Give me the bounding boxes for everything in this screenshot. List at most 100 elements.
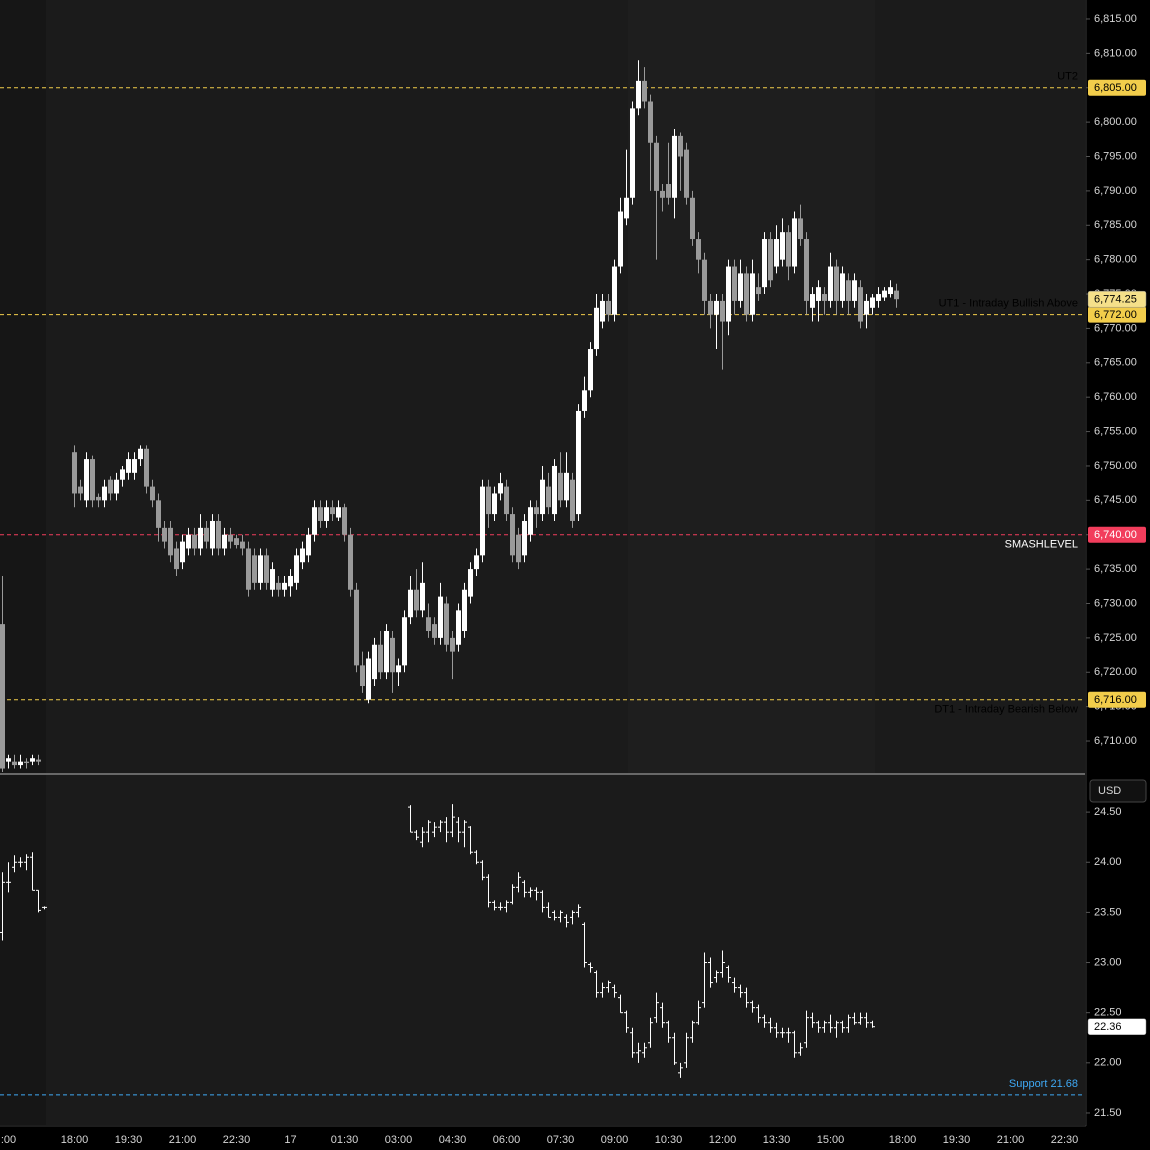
x-tick-label: 18:00 — [61, 1134, 89, 1146]
x-tick-label: 03:00 — [385, 1134, 413, 1146]
candle-body — [342, 507, 347, 535]
candle-body — [396, 665, 401, 673]
x-tick-label: 01:30 — [331, 1134, 359, 1146]
candle-body — [606, 300, 611, 315]
candle-body — [774, 239, 779, 267]
candle-body — [756, 287, 761, 295]
session-shade — [0, 0, 46, 773]
candle-body — [102, 486, 107, 501]
y-tick-label: 6,785.00 — [1094, 219, 1137, 231]
candle-body — [330, 507, 335, 515]
level-price-tag-text: 6,716.00 — [1094, 694, 1137, 706]
candle-body — [636, 80, 641, 109]
candle-body — [240, 541, 245, 549]
candle-body — [156, 500, 161, 528]
last-price-text: 6,774.25 — [1094, 294, 1137, 306]
x-tick-label: 06:00 — [493, 1134, 521, 1146]
candle-body — [270, 569, 275, 590]
candle-body — [378, 644, 383, 673]
candle-body — [174, 548, 179, 570]
y-tick-label: 6,725.00 — [1094, 632, 1137, 644]
y-tick-label: 6,790.00 — [1094, 185, 1137, 197]
x-tick-label: 07:30 — [547, 1134, 575, 1146]
candle-body — [126, 459, 131, 473]
y-tick-label: 6,770.00 — [1094, 322, 1137, 334]
candle-body — [792, 218, 797, 267]
candle-body — [258, 555, 263, 583]
last-price-text: 22.36 — [1094, 1021, 1122, 1033]
y-tick-label: 6,795.00 — [1094, 150, 1137, 162]
candle-body — [750, 273, 755, 315]
y-tick-label: 6,750.00 — [1094, 460, 1137, 472]
axes: :00 18:00 19:30 21:00 22:30 17 01:30 03:00 04:30… — [1, 13, 1147, 1146]
candle-body — [858, 287, 863, 322]
candle-body — [708, 300, 713, 315]
candle-body — [210, 520, 215, 549]
x-tick-label: 15:00 — [817, 1134, 845, 1146]
candle-body — [36, 759, 41, 762]
y-tick-label: 6,815.00 — [1094, 13, 1137, 25]
candle-body — [366, 658, 371, 700]
candle-body — [570, 479, 575, 521]
candle-body — [246, 548, 251, 590]
candle-body — [90, 459, 95, 501]
candle-body — [618, 211, 623, 267]
candle-body — [738, 273, 743, 301]
candle-body — [168, 527, 173, 556]
candle-body — [612, 266, 617, 315]
candle-body — [828, 266, 833, 301]
candle-body — [594, 307, 599, 350]
y-tick-label: 6,735.00 — [1094, 563, 1137, 575]
level-price-tag-text: 6,772.00 — [1094, 309, 1137, 321]
x-tick-label: 18:00 — [889, 1134, 917, 1146]
candle-body — [324, 507, 329, 521]
candle-body — [180, 541, 185, 563]
candle-body — [96, 496, 101, 501]
level-price-tag-text: 6,740.00 — [1094, 529, 1137, 541]
candle-body — [576, 410, 581, 515]
candle-body — [408, 589, 413, 618]
x-tick-label: 09:00 — [601, 1134, 629, 1146]
candle-body — [18, 761, 23, 766]
candle-body — [312, 507, 317, 535]
candle-body — [564, 472, 569, 501]
candle-body — [630, 108, 635, 198]
candle-body — [834, 266, 839, 301]
candle-body — [462, 589, 467, 631]
candle-body — [294, 555, 299, 583]
candle-body — [654, 142, 659, 191]
x-tick-label: :00 — [1, 1134, 16, 1146]
candle-body — [420, 582, 425, 611]
candle-body — [222, 534, 227, 549]
candle-body — [492, 493, 497, 515]
main-plot — [0, 60, 1085, 772]
candle-body — [72, 452, 77, 494]
candle-body — [540, 479, 545, 515]
candle-body — [798, 218, 803, 240]
candle-body — [438, 596, 443, 638]
x-tick-label: 19:30 — [115, 1134, 143, 1146]
candle-body — [132, 459, 137, 473]
candle-body — [138, 448, 143, 460]
x-tick-label: 19:30 — [943, 1134, 971, 1146]
candle-body — [642, 80, 647, 102]
x-tick-label: 22:30 — [1051, 1134, 1079, 1146]
level-price-tag-text: 6,805.00 — [1094, 82, 1137, 94]
level-label: UT2 — [1057, 71, 1078, 83]
session-shade — [628, 0, 875, 773]
candle-body — [390, 637, 395, 673]
candle-body — [480, 486, 485, 556]
candle-body — [432, 624, 437, 638]
candle-body — [78, 486, 83, 494]
candle-body — [522, 520, 527, 556]
candle-body — [582, 390, 587, 411]
candle-body — [372, 644, 377, 680]
candle-body — [204, 527, 209, 542]
y-tick-label: 6,765.00 — [1094, 357, 1137, 369]
y-tick-label: 23.50 — [1094, 906, 1122, 918]
level-label: Support 21.68 — [1009, 1078, 1078, 1090]
candle-body — [0, 624, 5, 769]
candle-body — [714, 300, 719, 315]
candle-body — [852, 280, 857, 301]
